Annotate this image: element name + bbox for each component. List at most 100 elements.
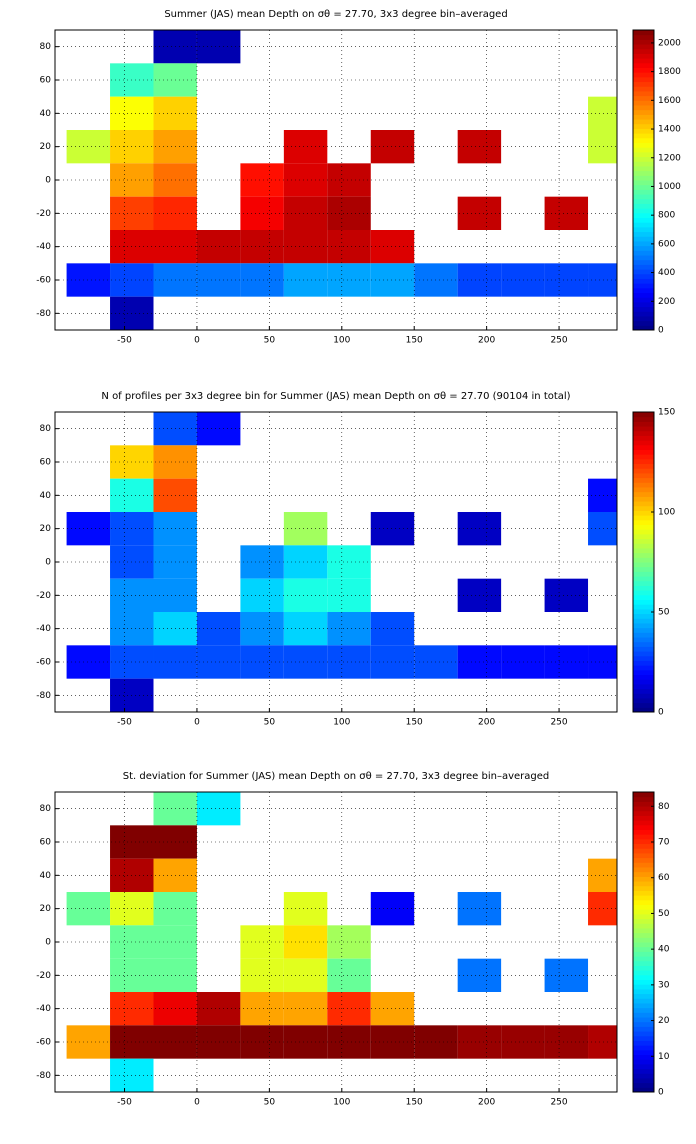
- colorbar-swatch: [633, 226, 654, 233]
- chart-title: N of profiles per 3x3 degree bin for Sum…: [101, 391, 570, 402]
- cell: [240, 958, 284, 992]
- colorbar-swatch: [633, 426, 654, 432]
- colorbar-swatch: [633, 1077, 654, 1084]
- cell: [327, 645, 371, 679]
- cell: [588, 858, 617, 892]
- cell: [588, 263, 617, 297]
- colorbar-label: 50: [658, 608, 670, 618]
- cell: [370, 645, 415, 679]
- cell: [588, 130, 617, 164]
- cell: [283, 163, 328, 197]
- colorbar-swatch: [633, 278, 654, 284]
- cell: [588, 645, 617, 679]
- colorbar-swatch: [633, 895, 654, 901]
- cell: [196, 612, 241, 646]
- x-tick-label: 250: [550, 1098, 567, 1108]
- y-tick-label: 20: [40, 142, 52, 152]
- colorbar-swatch: [633, 306, 654, 312]
- x-tick-label: 150: [406, 1098, 423, 1108]
- colorbar-swatch: [633, 594, 654, 600]
- colorbar-swatch: [633, 315, 654, 322]
- colorbar-swatch: [633, 524, 654, 530]
- y-tick-label: 0: [45, 176, 51, 186]
- colorbar-swatch: [633, 123, 654, 129]
- x-tick-label: 200: [478, 336, 495, 346]
- colorbar-swatch: [633, 529, 654, 535]
- cell: [370, 1025, 415, 1059]
- axes-frame: [54, 29, 618, 331]
- x-tick-label: -50: [117, 718, 132, 728]
- colorbar-swatch: [633, 679, 654, 685]
- colorbar-swatch: [633, 189, 654, 195]
- y-tick-label: 80: [40, 804, 52, 814]
- cell: [240, 545, 284, 579]
- colorbar-swatch: [633, 62, 654, 68]
- cells: [66, 792, 617, 1092]
- colorbar-swatch: [633, 34, 654, 40]
- colorbar-swatch: [633, 1021, 654, 1027]
- colorbar-swatch: [633, 301, 654, 308]
- colorbar-swatch: [633, 533, 654, 540]
- colorbar-swatch: [633, 1012, 654, 1018]
- y-tick-label: -80: [36, 1071, 51, 1081]
- colorbar-swatch: [633, 412, 654, 418]
- colorbar-swatch: [633, 86, 654, 92]
- colorbar-swatch: [633, 449, 654, 455]
- colorbar-swatch: [633, 890, 654, 896]
- x-tick-label: 100: [333, 1098, 350, 1108]
- colorbar-label: 800: [658, 211, 675, 221]
- colorbar-swatch: [633, 1059, 654, 1065]
- colorbar-swatch: [633, 151, 654, 158]
- cell: [588, 96, 617, 130]
- colorbar-swatch: [633, 1026, 654, 1032]
- colorbar-swatch: [633, 702, 654, 708]
- cell: [66, 892, 111, 926]
- colorbar-swatch: [633, 923, 654, 929]
- colorbar-swatch: [633, 203, 654, 209]
- cell: [240, 163, 284, 197]
- colorbar-swatch: [633, 885, 654, 891]
- cell: [196, 645, 241, 679]
- colorbar-swatch: [633, 109, 654, 115]
- cell: [196, 792, 241, 826]
- colorbar-swatch: [633, 264, 654, 270]
- colorbar-swatch: [633, 829, 654, 835]
- colorbar-swatch: [633, 53, 654, 59]
- colorbar-swatch: [633, 904, 654, 910]
- colorbar-swatch: [633, 707, 654, 713]
- colorbar-swatch: [633, 1087, 654, 1093]
- y-tick-label: 60: [40, 458, 52, 468]
- colorbar-swatch: [633, 259, 654, 265]
- cell: [327, 196, 371, 230]
- cell: [196, 230, 241, 264]
- x-tick-label: 150: [406, 718, 423, 728]
- colorbar-swatch: [633, 974, 654, 980]
- y-tick-label: 40: [40, 491, 52, 501]
- colorbar-swatch: [633, 988, 654, 995]
- cell: [327, 992, 371, 1026]
- x-tick-label: 0: [194, 336, 200, 346]
- colorbar-swatch: [633, 571, 654, 577]
- colorbar-swatch: [633, 576, 654, 582]
- y-tick-label: 80: [40, 42, 52, 52]
- chart-title: St. deviation for Summer (JAS) mean Dept…: [123, 771, 550, 782]
- colorbar-swatch: [633, 180, 654, 186]
- colorbar-swatch: [633, 627, 654, 633]
- colorbar-swatch: [633, 1040, 654, 1046]
- colorbar-swatch: [633, 128, 654, 134]
- cell: [283, 925, 328, 959]
- colorbar-label: 10: [658, 1052, 670, 1062]
- axes-frame: [54, 791, 618, 1093]
- cell: [501, 1025, 545, 1059]
- colorbar-swatch: [633, 1068, 654, 1074]
- colorbar-swatch: [633, 175, 654, 181]
- colorbar-swatch: [633, 491, 654, 497]
- chart-title: Summer (JAS) mean Depth on σθ = 27.70, 3…: [164, 9, 507, 20]
- colorbar-swatch: [633, 416, 654, 422]
- cell: [327, 263, 371, 297]
- axes-frame: [54, 411, 618, 713]
- y-tick-label: -40: [36, 624, 51, 634]
- colorbar-swatch: [633, 44, 654, 50]
- colorbar-swatch: [633, 618, 654, 624]
- cell: [501, 263, 545, 297]
